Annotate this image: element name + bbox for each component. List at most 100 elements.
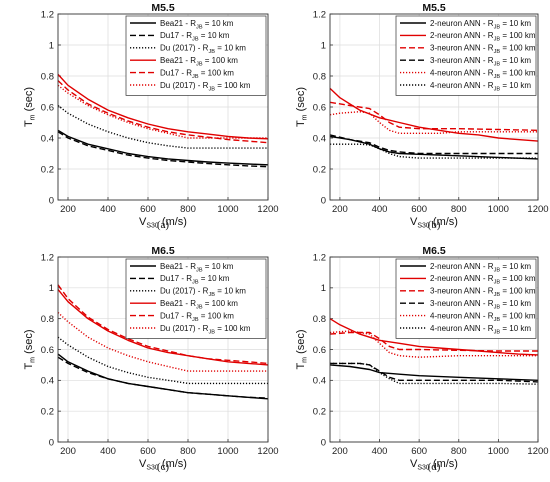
- series-line-4: [330, 362, 539, 383]
- legend-entry-4-suffix: = 100 km: [203, 56, 239, 65]
- panel-label: (c): [157, 461, 170, 473]
- series-line-4: [329, 134, 538, 155]
- legend-entry-1-sub: JB: [196, 267, 203, 273]
- legend-entry-2-suffix: = 100 km: [500, 274, 536, 283]
- panel-label: (d): [428, 461, 441, 473]
- y-tick-label: 1.2: [313, 9, 326, 20]
- chart-title: M6.5: [151, 245, 175, 257]
- x-tick-label: 1000: [217, 204, 238, 215]
- series-line-6: [330, 362, 539, 385]
- x-tick-label: 1200: [527, 204, 548, 215]
- legend-entry-6-main: Du (2017) - R: [160, 81, 209, 90]
- y-axis-label: Tm (sec): [295, 87, 309, 127]
- legend-entry-4-main: 3-neuron ANN - R: [430, 56, 494, 65]
- legend-entry-6-sub: JB: [208, 329, 215, 335]
- x-tick-label: 400: [372, 446, 388, 457]
- legend-entry-5: 4-neuron ANN - RJB = 100 km: [430, 311, 536, 323]
- axes-frame: [57, 13, 269, 201]
- x-axis-label: VS30 (m/s): [139, 216, 187, 230]
- y-tick-label: 0.4: [41, 133, 54, 144]
- x-tick-label: 200: [332, 446, 348, 457]
- y-tick-label: 0.6: [41, 345, 54, 356]
- y-tick-label: 0.2: [41, 164, 54, 175]
- legend-entry-2-main: 2-neuron ANN - R: [430, 274, 494, 283]
- x-axis-label-sub: S30: [146, 465, 159, 472]
- y-tick-label: 1: [321, 283, 326, 294]
- y-tick-label: 0.4: [313, 376, 326, 387]
- legend-entry-3-suffix: = 10 km: [215, 287, 246, 296]
- y-tick-label: 0.4: [313, 133, 326, 144]
- y-axis-label-sub: m: [302, 114, 309, 120]
- chart-title: M5.5: [151, 2, 175, 14]
- legend-entry-2-suffix: = 10 km: [199, 31, 230, 40]
- series-line-2: [329, 318, 539, 356]
- series-line-5: [329, 330, 538, 358]
- legend-entry-2: Du17 - RJB = 10 km: [160, 31, 230, 43]
- legend-entry-6-sub: JB: [494, 86, 501, 92]
- legend-box: [395, 15, 537, 96]
- y-tick-label: 0: [321, 195, 326, 206]
- legend-entry-5: Du17 - RJB = 100 km: [160, 68, 234, 80]
- y-axis-label-suffix: (sec): [23, 329, 35, 357]
- x-tick-label: 200: [60, 204, 76, 215]
- legend-entry-5-main: 4-neuron ANN - R: [430, 68, 494, 77]
- legend-entry-4-sub: JB: [494, 305, 501, 311]
- x-axis-label: VS30 (m/s): [410, 216, 458, 230]
- legend-entry-3-main: 3-neuron ANN - R: [430, 287, 494, 296]
- y-axis-label-main: T: [23, 363, 35, 370]
- x-tick-label: 200: [332, 204, 348, 215]
- legend-entry-2-main: 2-neuron ANN - R: [430, 31, 494, 40]
- x-axis-label-suffix: (m/s): [430, 216, 458, 228]
- y-axis-label-sub: m: [30, 357, 37, 363]
- legend-entry-4-sub: JB: [196, 62, 203, 68]
- legend-entry-2: Du17 - RJB = 10 km: [160, 274, 230, 286]
- legend-entry-3-suffix: = 100 km: [500, 44, 536, 53]
- legend-entry-6-main: 4-neuron ANN - R: [430, 81, 494, 90]
- y-axis-label-suffix: (sec): [295, 329, 307, 357]
- legend-entry-4-suffix: = 100 km: [203, 299, 239, 308]
- legend-entry-3-main: 3-neuron ANN - R: [430, 44, 494, 53]
- x-tick-label: 800: [180, 204, 196, 215]
- y-tick-label: 1.2: [41, 252, 54, 263]
- series-line-1: [329, 364, 539, 381]
- y-tick-label: 0.8: [313, 71, 326, 82]
- legend-entry-4: Bea21 - RJB = 100 km: [160, 299, 238, 311]
- legend-entry-6-sub: JB: [494, 329, 501, 335]
- legend-entry-2: 2-neuron ANN - RJB = 100 km: [430, 31, 536, 43]
- legend-entry-2-suffix: = 10 km: [199, 274, 230, 283]
- series-line-5: [57, 80, 269, 144]
- axes-frame: [329, 13, 539, 201]
- chart-panel-3: 200 400 600 800 1000 1200 0 0.2 0.4 0.6 0.8 1 1.2 M6.…: [23, 245, 279, 473]
- legend-entry-1-sub: JB: [196, 24, 203, 30]
- legend-entry-3: 3-neuron ANN - RJB = 100 km: [430, 44, 536, 56]
- chart-title: M5.5: [422, 2, 446, 14]
- legend-entry-5: 4-neuron ANN - RJB = 100 km: [430, 68, 536, 80]
- legend-entry-6-main: Du (2017) - R: [160, 324, 209, 333]
- legend-entry-5-sub: JB: [494, 317, 501, 323]
- y-tick-label: 0: [321, 437, 326, 448]
- x-axis-label-suffix: (m/s): [159, 216, 187, 228]
- x-tick-label: 600: [140, 204, 156, 215]
- y-axis-label-main: T: [295, 120, 307, 127]
- legend-entry-2-main: Du17 - R: [160, 31, 192, 40]
- legend-entry-4-suffix: = 10 km: [500, 56, 531, 65]
- legend-entry-1: Bea21 - RJB = 10 km: [160, 19, 234, 31]
- x-tick-label: 1200: [257, 446, 278, 457]
- x-tick-label: 600: [411, 446, 427, 457]
- y-tick-label: 0.6: [41, 102, 54, 113]
- x-tick-label: 600: [411, 204, 427, 215]
- legend-entry-2-sub: JB: [192, 280, 199, 286]
- y-tick-label: 0.8: [313, 314, 326, 325]
- y-tick-label: 0.4: [41, 376, 54, 387]
- legend-entry-5-sub: JB: [192, 317, 199, 323]
- legend-entry-3: Du (2017) - RJB = 10 km: [160, 287, 246, 299]
- legend-entry-1-main: Bea21 - R: [160, 19, 196, 28]
- legend-entry-6: 4-neuron ANN - RJB = 10 km: [430, 81, 531, 93]
- legend-entry-5-sub: JB: [494, 74, 501, 80]
- legend-entry-5-suffix: = 100 km: [500, 68, 536, 77]
- legend-entry-1-suffix: = 10 km: [500, 262, 531, 271]
- legend-box: [125, 15, 267, 96]
